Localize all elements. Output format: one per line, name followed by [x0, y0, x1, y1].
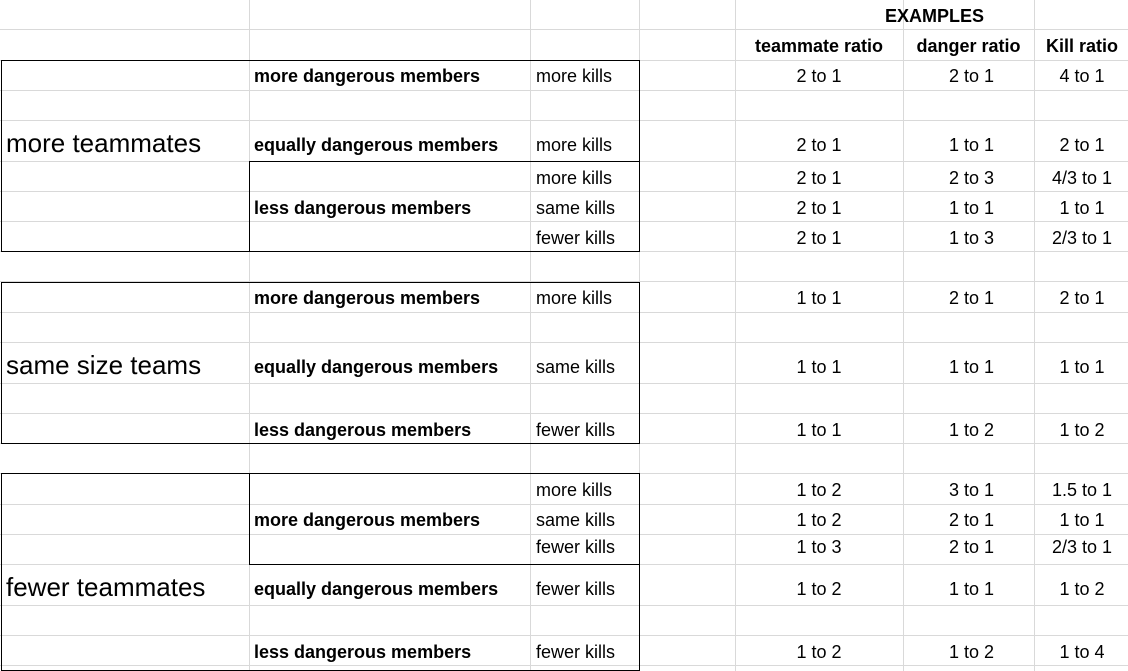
teammate-ratio-cell: 2 to 1 [796, 198, 842, 218]
danger-ratio-cell: 3 to 1 [948, 480, 995, 500]
teammate-ratio-cell: 2 to 1 [796, 66, 842, 86]
kill-ratio-cell: 4/3 to 1 [1051, 168, 1113, 188]
member-label: equally dangerous members [254, 357, 499, 377]
member-label: less dangerous members [254, 198, 472, 218]
kill-ratio-cell: 1 to 1 [1059, 357, 1105, 377]
danger-ratio-cell: 1 to 2 [948, 420, 995, 440]
kills-label: fewer kills [536, 537, 616, 557]
danger-ratio-cell: 1 to 1 [948, 357, 995, 377]
danger-ratio-cell: 1 to 1 [948, 579, 995, 599]
kills-label: fewer kills [536, 228, 616, 248]
danger-ratio-cell: 2 to 1 [948, 288, 995, 308]
member-label: less dangerous members [254, 642, 472, 662]
teammate-ratio-cell: 2 to 1 [796, 168, 842, 188]
danger-ratio-cell: 2 to 1 [948, 537, 995, 557]
kills-label: more kills [536, 288, 613, 308]
teammate-ratio-cell: 1 to 1 [796, 357, 842, 377]
col-header-teammate-ratio: teammate ratio [754, 36, 884, 56]
member-label: more dangerous members [254, 510, 481, 530]
kill-ratio-cell: 1.5 to 1 [1051, 480, 1113, 500]
danger-ratio-cell: 1 to 2 [948, 642, 995, 662]
group-label: more teammates [6, 128, 202, 158]
kills-label: more kills [536, 168, 613, 188]
kills-label: more kills [536, 135, 613, 155]
kill-ratio-cell: 1 to 2 [1059, 420, 1105, 440]
member-label: more dangerous members [254, 288, 481, 308]
danger-ratio-cell: 2 to 1 [948, 510, 995, 530]
teammate-ratio-cell: 1 to 2 [796, 579, 842, 599]
kills-label: more kills [536, 480, 613, 500]
group-label: fewer teammates [6, 572, 206, 602]
kill-ratio-cell: 1 to 1 [1059, 510, 1105, 530]
member-label: more dangerous members [254, 66, 481, 86]
member-label: less dangerous members [254, 420, 472, 440]
kill-ratio-cell: 4 to 1 [1059, 66, 1105, 86]
teammate-ratio-cell: 2 to 1 [796, 228, 842, 248]
danger-ratio-cell: 1 to 1 [948, 135, 995, 155]
teammate-ratio-cell: 1 to 3 [796, 537, 842, 557]
kill-ratio-cell: 2/3 to 1 [1051, 228, 1113, 248]
kills-label: same kills [536, 510, 616, 530]
col-header-kill-ratio: Kill ratio [1045, 36, 1118, 56]
kill-ratio-cell: 1 to 1 [1059, 198, 1105, 218]
teammate-ratio-cell: 1 to 1 [796, 288, 842, 308]
kill-ratio-cell: 2 to 1 [1059, 135, 1105, 155]
kill-ratio-cell: 1 to 2 [1059, 579, 1105, 599]
kill-ratio-cell: 1 to 4 [1059, 642, 1105, 662]
kills-label: fewer kills [536, 420, 616, 440]
group-label: same size teams [6, 350, 202, 380]
kills-label: fewer kills [536, 579, 616, 599]
danger-ratio-cell: 1 to 3 [948, 228, 995, 248]
danger-ratio-cell: 1 to 1 [948, 198, 995, 218]
kills-label: fewer kills [536, 642, 616, 662]
kills-label: more kills [536, 66, 613, 86]
teammate-ratio-cell: 1 to 2 [796, 642, 842, 662]
kill-ratio-cell: 2 to 1 [1059, 288, 1105, 308]
teammate-ratio-cell: 2 to 1 [796, 135, 842, 155]
danger-ratio-cell: 2 to 3 [948, 168, 995, 188]
col-header-danger-ratio: danger ratio [916, 36, 1021, 56]
kill-ratio-cell: 2/3 to 1 [1051, 537, 1113, 557]
teammate-ratio-cell: 1 to 2 [796, 510, 842, 530]
teammate-ratio-cell: 1 to 2 [796, 480, 842, 500]
member-label: equally dangerous members [254, 135, 499, 155]
danger-ratio-cell: 2 to 1 [948, 66, 995, 86]
kills-label: same kills [536, 357, 616, 377]
member-label: equally dangerous members [254, 579, 499, 599]
kills-label: same kills [536, 198, 616, 218]
examples-header: EXAMPLES [884, 6, 985, 26]
teammate-ratio-cell: 1 to 1 [796, 420, 842, 440]
